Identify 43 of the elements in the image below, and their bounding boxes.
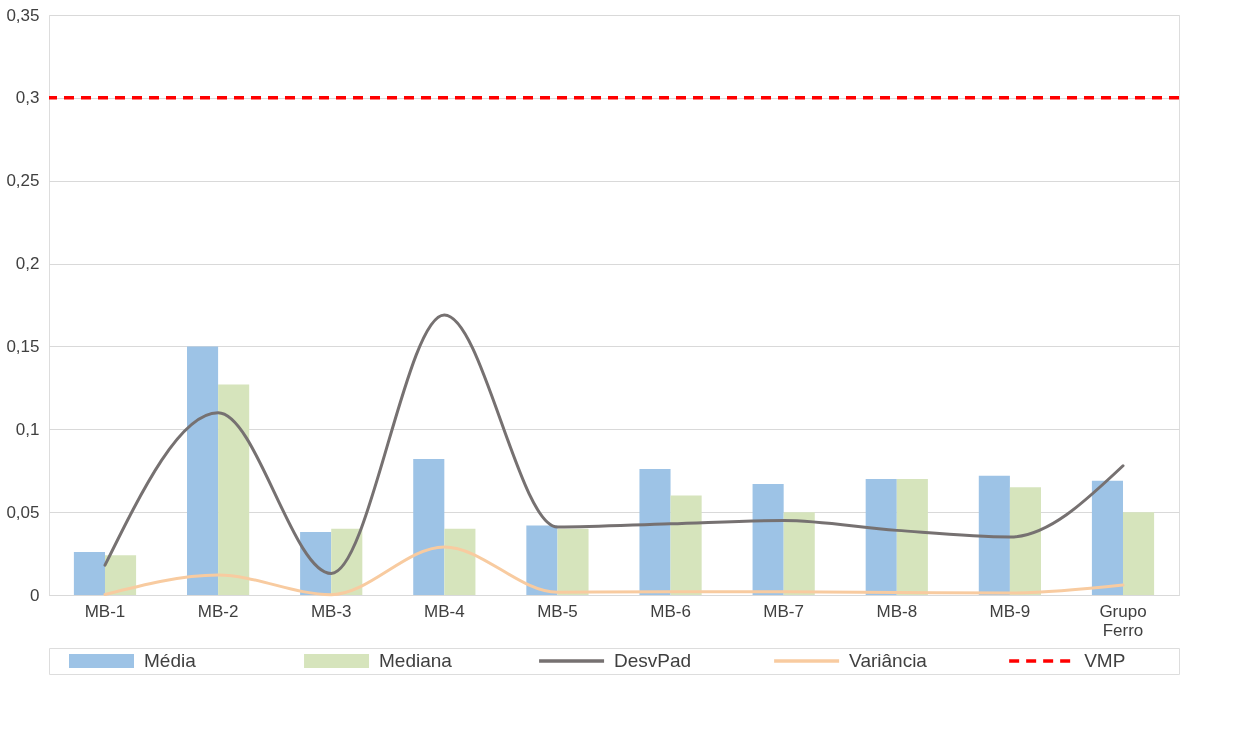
bar [104,555,137,595]
bar [1123,512,1155,595]
bar [73,551,105,595]
y-tick-label: 0 [30,585,40,605]
x-tick-label: Grupo Ferro [1099,601,1147,640]
bar [896,479,928,595]
bar [783,512,815,595]
legend-label: DesvPad [614,650,692,671]
x-tick-label: MB-8 [876,601,918,621]
y-tick-label: 0,2 [15,254,40,274]
bar [413,459,445,595]
line-series [103,545,1125,597]
bar [1091,480,1124,595]
y-tick-label: 0,1 [15,419,40,439]
legend-label: Mediana [379,650,453,671]
legend-label: Variância [849,650,928,671]
y-tick-label: 0,3 [15,88,40,108]
bar [1009,487,1041,595]
x-tick-label: MB-1 [84,601,126,621]
x-tick-label: MB-2 [197,601,239,621]
bar [526,525,558,595]
x-tick-label: MB-7 [763,601,804,621]
x-tick-label: MB-9 [989,601,1031,621]
legend-label: VMP [1084,650,1126,671]
y-tick-label: 0,35 [6,5,40,25]
bar [865,479,897,595]
legend-label: Média [144,650,197,671]
x-tick-label: MB-5 [537,601,578,621]
bar [557,528,589,595]
bar [752,483,784,595]
y-tick-label: 0,25 [6,171,40,191]
bar [218,384,250,595]
x-tick-label: MB-3 [310,601,352,621]
bar [978,475,1010,595]
bar [444,528,476,595]
bar [187,346,219,595]
bar [670,495,702,595]
x-tick-label: MB-4 [424,601,465,621]
y-tick-label: 0,15 [6,336,40,356]
bar [639,469,671,595]
x-tick-label: MB-6 [650,601,691,621]
y-tick-label: 0,05 [6,502,40,522]
line-series [103,313,1125,575]
